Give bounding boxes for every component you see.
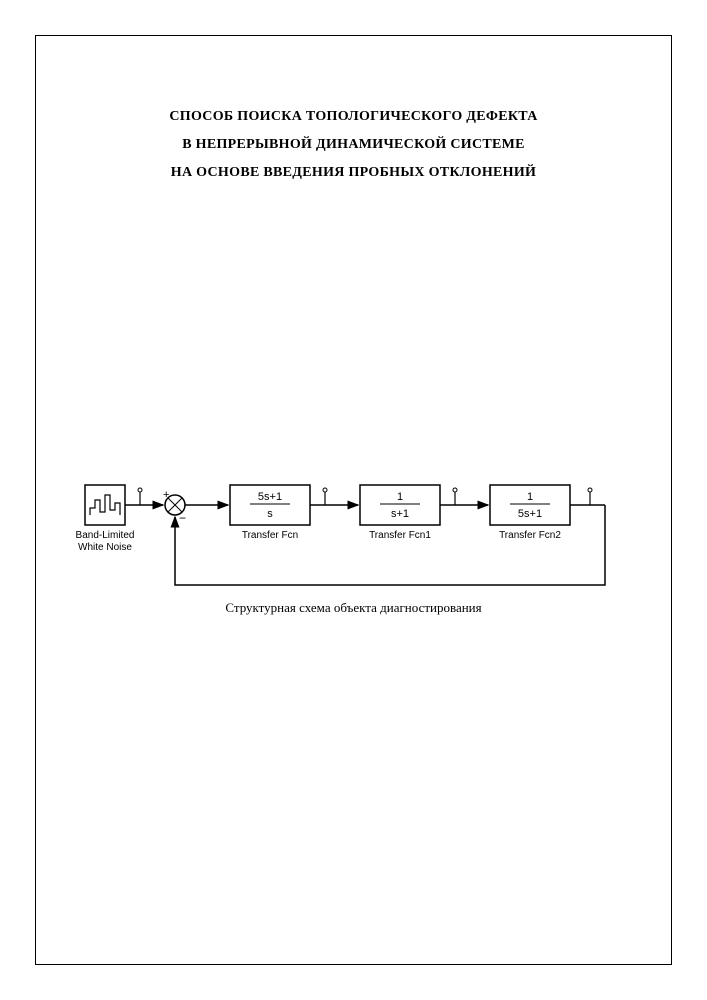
source-label-2: White Noise	[78, 542, 132, 553]
document-title: СПОСОБ ПОИСКА ТОПОЛОГИЧЕСКОГО ДЕФЕКТА В …	[100, 103, 607, 187]
tf1-num: 5s+1	[258, 491, 282, 503]
title-line-1: СПОСОБ ПОИСКА ТОПОЛОГИЧЕСКОГО ДЕФЕКТА	[100, 103, 607, 131]
tf-block-1: 5s+1 s Transfer Fcn	[230, 485, 310, 541]
title-line-2: В НЕПРЕРЫВНОЙ ДИНАМИЧЕСКОЙ СИСТЕМЕ	[100, 131, 607, 159]
tf1-den: s	[267, 508, 273, 520]
tap-4	[588, 488, 592, 505]
diagram-caption: Структурная схема объекта диагностирован…	[0, 600, 707, 616]
tf1-label: Transfer Fcn	[242, 530, 298, 541]
tf-block-2: 1 s+1 Transfer Fcn1	[360, 485, 440, 541]
title-line-3: НА ОСНОВЕ ВВЕДЕНИЯ ПРОБНЫХ ОТКЛОНЕНИЙ	[100, 159, 607, 187]
tf2-num: 1	[397, 491, 403, 503]
tap-2	[323, 488, 327, 505]
tf-block-3: 1 5s+1 Transfer Fcn2	[490, 485, 570, 541]
source-block: Band-Limited White Noise	[76, 485, 135, 553]
sum-minus: −	[179, 511, 186, 525]
tf2-label: Transfer Fcn1	[369, 530, 431, 541]
source-label-1: Band-Limited	[76, 530, 135, 541]
tap-3	[453, 488, 457, 505]
tap-1	[138, 488, 142, 505]
sum-plus: +	[163, 489, 169, 501]
tf3-num: 1	[527, 491, 533, 503]
tf2-den: s+1	[391, 508, 409, 520]
tf3-label: Transfer Fcn2	[499, 530, 561, 541]
tf3-den: 5s+1	[518, 508, 542, 520]
